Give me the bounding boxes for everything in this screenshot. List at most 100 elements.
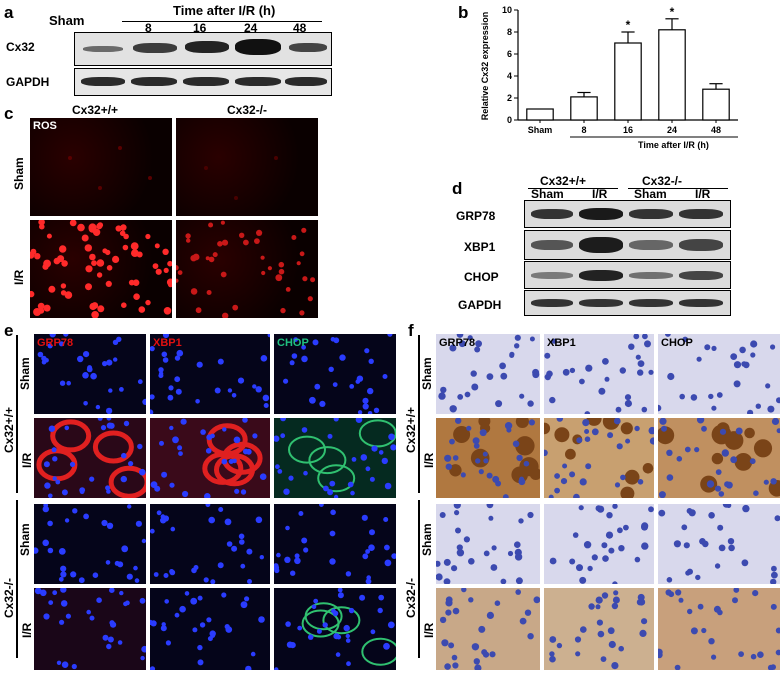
- panel-d-blot-grp78: [524, 200, 731, 228]
- chart-b-bar: [614, 42, 642, 121]
- panel-d-group-wt: Cx32+/+: [540, 174, 587, 188]
- panel-d-blot-gapdh: [524, 290, 731, 316]
- panel-e-genotype-wt: Cx32+/+: [2, 406, 16, 453]
- panel-a-blot-cx32: [74, 32, 332, 66]
- panel-d-row-gapdh: GAPDH: [458, 298, 502, 312]
- panel-e-genotype-bracket-wt: [16, 335, 18, 493]
- panel-f-label: f: [408, 321, 414, 340]
- panel-d-group-line-wt: [528, 188, 618, 189]
- panel-d-row-chop: CHOP: [464, 270, 499, 284]
- panel-b-label: b: [458, 3, 469, 22]
- f-grp78-ko-sham: [436, 504, 540, 584]
- e-xbp1-wt-sham: XBP1: [150, 334, 270, 414]
- e-chop-ko-sham: [274, 504, 396, 584]
- e-grp78-ko-ir: [34, 588, 146, 670]
- chart-b-xtick-label: 24: [667, 125, 677, 135]
- panel-f-cond-1: Sham: [420, 357, 434, 390]
- panel-e-cond-1: Sham: [18, 357, 32, 390]
- panel-a-time-header: Time after I/R (h): [173, 3, 276, 18]
- chart-b-xtick-label: 16: [623, 125, 633, 135]
- panel-d-label: d: [452, 179, 463, 198]
- e-xbp1-ko-sham: [150, 504, 270, 584]
- ros-ko-ir-image: [176, 220, 318, 318]
- f-stain-chop: CHOP: [661, 337, 693, 349]
- panel-a-lane-24: 24: [244, 21, 258, 35]
- f-chop-wt-sham: CHOP: [658, 334, 780, 414]
- panel-f-genotype-bracket-ko: [418, 500, 420, 658]
- panel-e-genotype-bracket-ko: [16, 500, 18, 658]
- panel-d-group-ko: Cx32-/-: [642, 174, 683, 188]
- panel-f-genotype-wt: Cx32+/+: [404, 406, 418, 453]
- chart-b-significance: *: [626, 18, 631, 32]
- chart-b-significance: *: [670, 5, 675, 19]
- e-grp78-wt-ir: [34, 418, 146, 498]
- f-chop-wt-ir: [658, 418, 780, 498]
- panel-d-blot-xbp1: [524, 230, 731, 260]
- panel-f-cond-2: I/R: [422, 452, 436, 468]
- chart-b-ytick-label: 8: [507, 27, 512, 37]
- panel-c-label: c: [4, 104, 14, 123]
- panel-a-sham-header: Sham: [49, 13, 85, 28]
- chart-b-bar: [702, 88, 730, 121]
- f-xbp1-ko-ir: [544, 588, 654, 670]
- ros-wt-ir-image: [30, 220, 172, 318]
- chart-b-xtick-label: Sham: [528, 125, 553, 135]
- e-stain-chop: CHOP: [277, 337, 309, 349]
- f-xbp1-wt-ir: [544, 418, 654, 498]
- ros-wt-sham-image: ROS: [30, 118, 172, 216]
- panel-d-row-xbp1: XBP1: [464, 240, 496, 254]
- chart-b-bar: [570, 96, 598, 121]
- chart-b-ytick-label: 4: [507, 71, 512, 81]
- panel-d-group-line-ko: [628, 188, 728, 189]
- e-xbp1-wt-ir: [150, 418, 270, 498]
- panel-f-genotype-ko: Cx32-/-: [404, 577, 418, 618]
- panel-d-lane-2: I/R: [592, 187, 608, 201]
- panel-f-genotype-bracket-wt: [418, 335, 420, 493]
- e-grp78-ko-sham: [34, 504, 146, 584]
- panel-b-xlabel: Time after I/R (h): [638, 140, 709, 150]
- f-grp78-wt-sham: GRP78: [436, 334, 540, 414]
- panel-b-ylabel: Relative Cx32 expression: [480, 12, 490, 121]
- panel-d-blot-chop: [524, 261, 731, 289]
- f-stain-xbp1: XBP1: [547, 337, 576, 349]
- ros-stain-label: ROS: [33, 120, 57, 132]
- panel-e-cond-3: Sham: [18, 523, 32, 556]
- chart-b-ytick-label: 2: [507, 93, 512, 103]
- panel-d-row-grp78: GRP78: [456, 209, 496, 223]
- chart-b-ytick-label: 10: [502, 5, 512, 15]
- chart-b-ytick-label: 6: [507, 49, 512, 59]
- f-xbp1-ko-sham: [544, 504, 654, 584]
- chart-b-bar: [526, 108, 554, 121]
- e-grp78-wt-sham: GRP78: [34, 334, 146, 414]
- panel-a-label: a: [4, 3, 14, 22]
- panel-d-lane-4: I/R: [695, 187, 711, 201]
- panel-c-header-wt: Cx32+/+: [72, 103, 119, 117]
- panel-e-label: e: [4, 321, 14, 340]
- f-grp78-ko-ir: [436, 588, 540, 670]
- e-xbp1-ko-ir: [150, 588, 270, 670]
- panel-c-header-ko: Cx32-/-: [227, 103, 268, 117]
- panel-e-cond-2: I/R: [20, 452, 34, 468]
- f-chop-ko-sham: [658, 504, 780, 584]
- panel-d-lane-1: Sham: [531, 187, 564, 201]
- panel-e-genotype-ko: Cx32-/-: [2, 577, 16, 618]
- panel-d-lane-3: Sham: [634, 187, 667, 201]
- panel-e-cond-4: I/R: [20, 622, 34, 638]
- panel-c-row-ir: I/R: [12, 269, 26, 285]
- chart-b-bar: [658, 29, 686, 121]
- panel-f-cond-3: Sham: [420, 523, 434, 556]
- panel-a-row-gapdh: GAPDH: [6, 75, 50, 89]
- chart-b-xtick-label: 8: [581, 125, 586, 135]
- f-xbp1-wt-sham: XBP1: [544, 334, 654, 414]
- e-chop-ko-ir: [274, 588, 396, 670]
- f-stain-grp78: GRP78: [439, 337, 476, 349]
- e-chop-wt-sham: CHOP: [274, 334, 396, 414]
- chart-b-xtick-label: 48: [711, 125, 721, 135]
- chart-b-ytick-label: 0: [507, 115, 512, 125]
- ros-ko-sham-image: [176, 118, 318, 216]
- panel-a-lane-48: 48: [293, 21, 307, 35]
- e-stain-grp78: GRP78: [37, 337, 74, 349]
- panel-c-row-sham: Sham: [12, 157, 26, 190]
- panel-a-blot-gapdh: [74, 68, 332, 96]
